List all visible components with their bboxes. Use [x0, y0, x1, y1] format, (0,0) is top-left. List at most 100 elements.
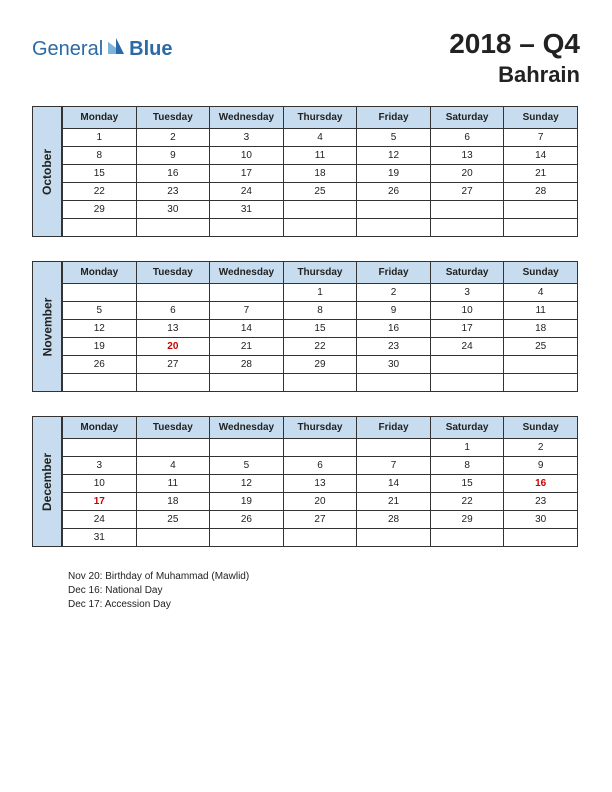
day-cell: 25: [136, 511, 210, 529]
logo-icon: [106, 36, 126, 61]
day-cell: 31: [210, 201, 284, 219]
day-cell: 3: [63, 457, 137, 475]
month-tab: October: [32, 106, 62, 237]
month-name: December: [40, 452, 54, 510]
day-cell: [210, 219, 284, 237]
day-cell: 23: [357, 338, 431, 356]
day-cell: 4: [283, 129, 357, 147]
day-header: Wednesday: [210, 262, 284, 284]
table-row: 293031: [63, 201, 578, 219]
day-cell: 22: [430, 493, 504, 511]
table-row: 15161718192021: [63, 165, 578, 183]
day-header: Monday: [63, 262, 137, 284]
table-row: 2627282930: [63, 356, 578, 374]
day-header: Saturday: [430, 107, 504, 129]
day-header: Saturday: [430, 262, 504, 284]
month-name: November: [40, 297, 54, 356]
day-cell: [430, 356, 504, 374]
day-cell: [504, 374, 578, 392]
day-cell: 14: [357, 475, 431, 493]
day-header: Tuesday: [136, 262, 210, 284]
day-cell: [210, 374, 284, 392]
day-cell: [504, 356, 578, 374]
day-cell: 6: [283, 457, 357, 475]
day-cell: 3: [210, 129, 284, 147]
day-cell: [210, 529, 284, 547]
day-header: Sunday: [504, 107, 578, 129]
day-cell: 15: [283, 320, 357, 338]
holiday-entry: Nov 20: Birthday of Muhammad (Mawlid): [68, 571, 580, 582]
day-cell: [210, 284, 284, 302]
day-cell: [504, 219, 578, 237]
day-cell: 13: [136, 320, 210, 338]
day-cell: 18: [136, 493, 210, 511]
day-header: Thursday: [283, 107, 357, 129]
day-cell: 21: [357, 493, 431, 511]
day-cell: [283, 439, 357, 457]
table-row: 19202122232425: [63, 338, 578, 356]
calendar-table: MondayTuesdayWednesdayThursdayFridaySatu…: [62, 261, 578, 392]
table-row: 17181920212223: [63, 493, 578, 511]
month-name: October: [40, 148, 54, 194]
day-cell: 4: [504, 284, 578, 302]
day-cell: 17: [210, 165, 284, 183]
month-block: DecemberMondayTuesdayWednesdayThursdayFr…: [32, 416, 580, 547]
day-cell: [63, 374, 137, 392]
day-cell: [136, 219, 210, 237]
day-cell: 27: [430, 183, 504, 201]
day-cell: [136, 284, 210, 302]
day-cell: [357, 201, 431, 219]
day-cell: 28: [504, 183, 578, 201]
day-header: Friday: [357, 107, 431, 129]
day-cell: 28: [357, 511, 431, 529]
day-header: Sunday: [504, 417, 578, 439]
day-cell: 2: [136, 129, 210, 147]
day-cell: [357, 374, 431, 392]
day-header: Wednesday: [210, 417, 284, 439]
day-cell: 16: [357, 320, 431, 338]
day-cell: 7: [210, 302, 284, 320]
day-cell: [136, 374, 210, 392]
day-cell: 14: [504, 147, 578, 165]
table-row: 567891011: [63, 302, 578, 320]
day-cell: 11: [504, 302, 578, 320]
day-cell: 11: [283, 147, 357, 165]
day-cell: 31: [63, 529, 137, 547]
day-header: Saturday: [430, 417, 504, 439]
day-cell: [430, 529, 504, 547]
logo: General Blue: [32, 28, 173, 61]
day-cell: [357, 219, 431, 237]
table-row: 1234567: [63, 129, 578, 147]
day-cell: 16: [136, 165, 210, 183]
day-header: Monday: [63, 107, 137, 129]
day-header: Tuesday: [136, 417, 210, 439]
day-header: Wednesday: [210, 107, 284, 129]
day-cell: [357, 529, 431, 547]
day-cell: 1: [283, 284, 357, 302]
day-header: Tuesday: [136, 107, 210, 129]
calendar-container: OctoberMondayTuesdayWednesdayThursdayFri…: [32, 106, 580, 547]
day-cell: 10: [63, 475, 137, 493]
day-cell: 8: [63, 147, 137, 165]
day-cell: 25: [283, 183, 357, 201]
day-header: Monday: [63, 417, 137, 439]
day-cell: [283, 374, 357, 392]
day-cell: 16: [504, 475, 578, 493]
table-row: 10111213141516: [63, 475, 578, 493]
day-cell: 17: [63, 493, 137, 511]
day-cell: 8: [430, 457, 504, 475]
day-cell: 26: [63, 356, 137, 374]
day-cell: 5: [210, 457, 284, 475]
day-cell: 10: [430, 302, 504, 320]
day-cell: [430, 374, 504, 392]
day-header: Friday: [357, 417, 431, 439]
day-cell: 19: [357, 165, 431, 183]
day-cell: 30: [136, 201, 210, 219]
day-cell: 11: [136, 475, 210, 493]
day-cell: 12: [210, 475, 284, 493]
day-cell: 14: [210, 320, 284, 338]
day-cell: 27: [283, 511, 357, 529]
day-cell: 21: [210, 338, 284, 356]
page-country: Bahrain: [449, 62, 580, 88]
logo-text-1: General: [32, 38, 103, 61]
